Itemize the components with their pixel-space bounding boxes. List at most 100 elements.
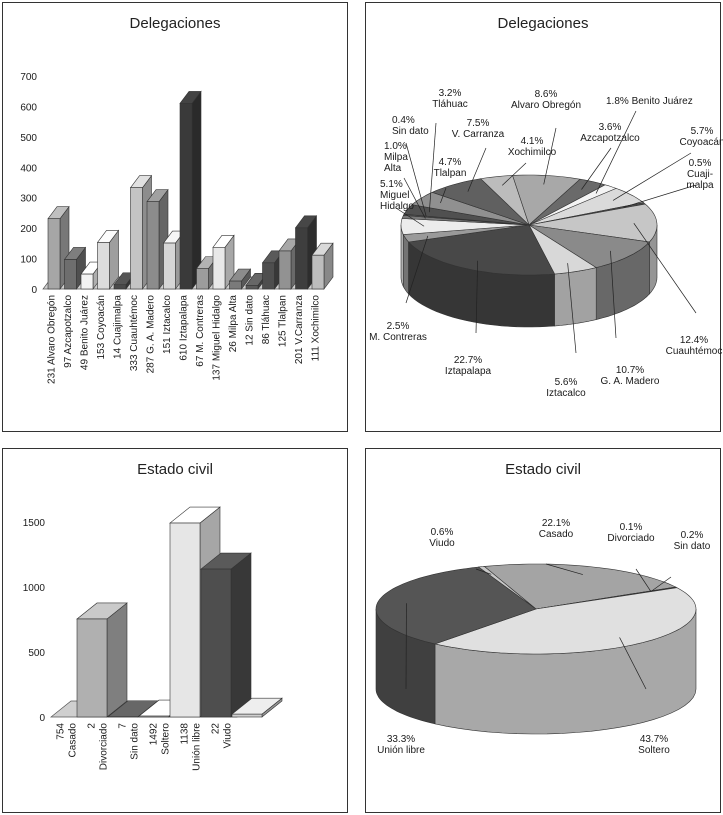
slice-name: Tláhuac xyxy=(432,99,468,110)
category-label: Viudo xyxy=(223,723,234,749)
category-label: 49 Benito Juárez xyxy=(80,295,91,370)
bar-front xyxy=(229,280,242,290)
slice-percent: 0.6% xyxy=(431,527,454,538)
bar-front xyxy=(47,218,61,290)
bar-front xyxy=(113,284,127,290)
bar xyxy=(200,552,252,718)
chart-title: Delegaciones xyxy=(129,15,221,32)
bar-front xyxy=(146,201,160,290)
y-tick-label: 0 xyxy=(31,285,37,296)
category-label: 151 Iztacalco xyxy=(162,295,173,354)
category-label: 333 Cuauhtémoc xyxy=(129,295,140,371)
slice-percent: 33.3% xyxy=(387,734,415,745)
slice-percent: 3.6% xyxy=(599,122,622,133)
slice-percent: 12.4% xyxy=(680,335,708,346)
leader-line xyxy=(405,235,429,304)
bar xyxy=(76,602,128,718)
leader-line xyxy=(651,576,672,592)
pie-slice-top xyxy=(528,188,645,226)
slice-percent: 43.7% xyxy=(640,734,668,745)
leader-line xyxy=(403,177,426,219)
delegaciones-bar-chart: 0 100 200 300 400 500 600 700 231 Alvaro Obregón… xyxy=(20,72,334,384)
chart-title: Estado civil xyxy=(505,461,581,478)
slice-name: Alvaro Obregón xyxy=(511,100,581,111)
leader-line xyxy=(405,142,427,217)
slice-label: 12.4% Cuauhtémoc xyxy=(666,335,723,357)
category-label: 26 Milpa Alta xyxy=(228,295,239,353)
estado-civil-bar-panel: Estado civil 0 500 1000 1500 754 Casado 2 Divor… xyxy=(2,448,348,813)
slice-percent: 7.5% xyxy=(467,118,490,129)
slice-name: M. Contreras xyxy=(369,332,427,343)
leader-line xyxy=(595,110,637,194)
delegaciones-pie-panel: Delegaciones 8.6% Alvaro Obregón 3.6% Azcap… xyxy=(365,2,723,432)
category-label: 12 Sin dato xyxy=(245,295,256,346)
slice-percent: 0.4% xyxy=(392,115,415,126)
bar-front xyxy=(97,242,110,290)
slice-percent: 0.5% xyxy=(689,158,712,169)
leader-line xyxy=(501,162,527,186)
bar-front xyxy=(138,715,170,718)
bar-front xyxy=(212,247,226,290)
bar-side xyxy=(106,602,128,718)
leader-line xyxy=(635,568,651,592)
pie-slice-top xyxy=(528,224,597,275)
slice-percent: 22.7% xyxy=(454,355,482,366)
bar-front xyxy=(231,713,263,718)
bar-chart-group: 0 500 1000 1500 754 Casado 2 Divorciado 7 Sin dat… xyxy=(23,506,283,771)
slice-percent: 22.1% xyxy=(542,518,570,529)
y-tick-label: 1000 xyxy=(23,583,46,594)
pie-slice-top xyxy=(400,218,530,235)
slice-percent: 3.2% xyxy=(439,88,462,99)
slice-label: 22.1% Casado xyxy=(539,518,574,540)
pie-slice-top xyxy=(512,174,581,226)
slice-name: Hidalgo xyxy=(380,201,414,212)
slice-name: Soltero xyxy=(638,745,670,756)
bar-front xyxy=(262,262,275,290)
slice-label: 3.6% Azcapotzalco xyxy=(580,122,640,144)
slice-label: 10.7% G. A. Madero xyxy=(601,365,660,387)
slice-name: Cuauhtémoc xyxy=(666,346,723,357)
bar xyxy=(212,234,235,290)
bar-front xyxy=(64,259,77,290)
slice-percent: 2.5% xyxy=(387,321,410,332)
leader-line xyxy=(395,207,425,227)
bar-chart-group: 0 100 200 300 400 500 600 700 231 Alvaro Obregón… xyxy=(20,72,334,384)
category-label: 754 xyxy=(56,723,67,740)
pie-slice-side xyxy=(554,267,597,327)
pie-slice-top xyxy=(407,224,556,276)
slice-name: G. A. Madero xyxy=(601,376,660,387)
slice-label: 0.6% Viudo xyxy=(429,527,455,549)
slice-percent: 5.6% xyxy=(555,377,578,388)
slice-name: Alta xyxy=(384,163,402,174)
y-tick-label: 200 xyxy=(20,224,37,235)
pie-slice-top xyxy=(431,178,530,226)
slice-name: Divorciado xyxy=(607,533,655,544)
category-label: 7 xyxy=(118,723,129,729)
bar-front xyxy=(80,273,94,290)
y-tick-label: 100 xyxy=(20,255,37,266)
category-label: 14 Cuajimalpa xyxy=(113,295,124,359)
slice-name: Azcapotzalco xyxy=(580,133,640,144)
bar-front xyxy=(200,568,232,718)
slice-percent: 1.0% xyxy=(384,141,407,152)
slice-percent: 0.2% xyxy=(681,530,704,541)
slice-percent: 10.7% xyxy=(616,365,644,376)
slice-label: 0.2% Sin dato xyxy=(674,530,711,552)
slice-label: 4.7% Tlalpan xyxy=(434,157,467,179)
category-label: 2 xyxy=(87,723,98,729)
category-label: 22 xyxy=(211,723,222,735)
leader-line xyxy=(545,563,583,575)
delegaciones-bar-panel: Delegaciones 0 100 200 300 400 500 600 700 231 A… xyxy=(2,2,348,432)
bar-front xyxy=(169,522,201,718)
bar-front xyxy=(311,254,325,290)
bar xyxy=(96,229,120,290)
chart-title: Delegaciones xyxy=(497,15,589,32)
bar-front xyxy=(130,187,143,290)
slice-label: 5.7% Coyoacán xyxy=(679,126,723,148)
slice-label: 0.5% Cuaji-malpa xyxy=(686,158,714,191)
slice-name: Unión libre xyxy=(377,745,425,756)
slice-percent: 8.6% xyxy=(535,89,558,100)
slice-label: 0.4% Sin dato xyxy=(392,115,429,137)
category-label: 67 M. Contreras xyxy=(195,295,206,367)
category-label: 125 Tlalpan xyxy=(278,295,289,347)
